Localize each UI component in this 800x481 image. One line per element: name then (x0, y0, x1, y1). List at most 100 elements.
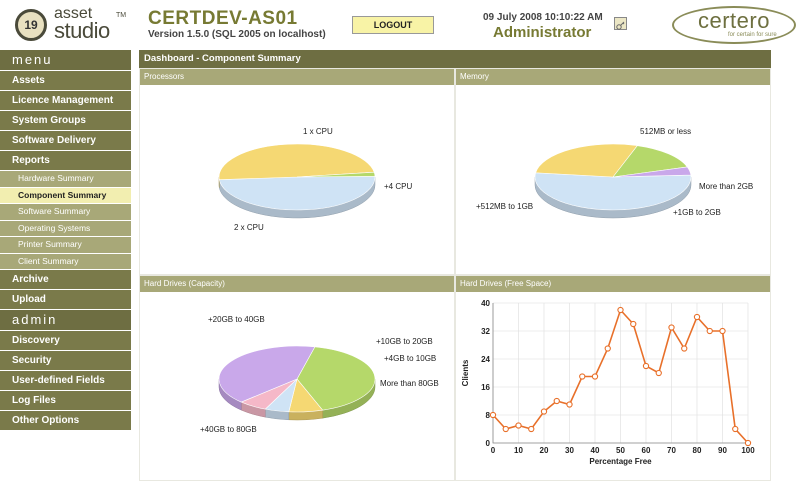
main-content: Dashboard - Component Summary Processors… (139, 50, 771, 481)
sidebar-item-software-delivery[interactable]: Software Delivery (0, 131, 131, 150)
x-tick-label: 0 (491, 446, 496, 455)
pie-label-512mb-or-less: 512MB or less (640, 127, 691, 136)
data-point[interactable] (642, 362, 650, 370)
data-point[interactable] (732, 425, 739, 433)
y-tick-label: 24 (481, 355, 490, 364)
pie-slice-512mb-to-1gb[interactable] (535, 143, 638, 178)
logo-badge: 19 (15, 9, 47, 41)
admin-heading: admin (0, 310, 131, 330)
certero-brand: certero (698, 8, 770, 33)
data-point[interactable] (540, 408, 548, 415)
x-tick-label: 100 (741, 446, 755, 455)
data-point[interactable] (528, 425, 535, 433)
current-user: Administrator (493, 24, 592, 41)
data-point[interactable] (630, 320, 637, 328)
pie-label-40gb-to-80gb: +40GB to 80GB (200, 425, 257, 434)
pie-label-4-cpu: +4 CPU (384, 182, 412, 191)
x-tick-label: 90 (718, 446, 727, 455)
y-tick-label: 0 (486, 439, 491, 448)
pie-slice-40gb-to-80gb[interactable] (218, 345, 316, 403)
certero-logo[interactable]: certero for certain for sure (672, 6, 796, 44)
asset-studio-logo[interactable]: 19 asset studio TM (8, 6, 128, 44)
sidebar-item-security[interactable]: Security (0, 351, 131, 370)
chart-axes (492, 303, 748, 444)
data-point[interactable] (668, 324, 675, 331)
x-tick-label: 50 (616, 446, 625, 455)
pie-label-more-than-80gb: More than 80GB (380, 379, 439, 388)
sidebar-subitem-hardware-summary[interactable]: Hardware Summary (0, 171, 131, 187)
sidebar-item-system-groups[interactable]: System Groups (0, 111, 131, 130)
sidebar-item-user-defined-fields[interactable]: User-defined Fields (0, 371, 131, 390)
sidebar-item-licence-management[interactable]: Licence Management (0, 91, 131, 110)
pie-slice-more-than-2gb[interactable] (612, 166, 692, 178)
sidebar: menu Assets Licence Management System Gr… (0, 50, 131, 481)
logo-text-top: asset (54, 5, 93, 22)
memory-panel-title: Memory (456, 69, 770, 85)
x-tick-label: 30 (565, 446, 574, 455)
data-point[interactable] (706, 327, 713, 335)
pie-slice-1-x-cpu[interactable] (218, 176, 376, 211)
server-version: Version 1.5.0 (SQL 2005 on localhost) (148, 29, 326, 40)
sidebar-subitem-operating-systems[interactable]: Operating Systems (0, 220, 131, 236)
sidebar-item-upload[interactable]: Upload (0, 290, 131, 309)
pie-label-512mb-to-1gb: +512MB to 1GB (476, 202, 533, 211)
hd-free-panel: Hard Drives (Free Space) 0 10 20 30 40 50 60 70… (455, 275, 771, 481)
x-tick-label: 20 (540, 446, 549, 455)
sidebar-item-reports[interactable]: Reports (0, 151, 131, 170)
logo-text-bottom: studio (54, 18, 110, 43)
pie-slice-4-cpu[interactable] (296, 171, 376, 178)
memory-panel: Memory 512MB or less +512MB to 1GB +1GB to… (455, 68, 771, 275)
data-point[interactable] (515, 422, 522, 429)
logo-trademark: TM (116, 12, 127, 19)
menu-heading: menu (0, 50, 131, 70)
data-point[interactable] (617, 306, 624, 314)
key-icon[interactable] (614, 17, 627, 30)
data-point[interactable] (502, 425, 509, 433)
x-tick-label: 40 (591, 446, 600, 455)
data-point[interactable] (591, 373, 599, 380)
x-tick-label: 10 (514, 446, 523, 455)
logout-button[interactable]: LOGOUT (352, 16, 434, 34)
pie-label-1-x-cpu: 1 x CPU (303, 127, 333, 136)
pie-label-10gb-to-20gb: +10GB to 20GB (376, 337, 433, 346)
sidebar-item-assets[interactable]: Assets (0, 71, 131, 90)
server-name: CERTDEV-AS01 (148, 8, 298, 29)
pie-slice-20gb-to-40gb[interactable] (296, 346, 376, 411)
pie-slice-2-x-cpu[interactable] (218, 143, 375, 181)
data-point[interactable] (604, 345, 611, 352)
pie-label-4gb-to-10gb: +4GB to 10GB (384, 354, 436, 363)
sidebar-subitem-component-summary[interactable]: Component Summary (0, 187, 131, 203)
processors-pie-chart: 1 x CPU 2 x CPU +4 CPU (218, 127, 412, 232)
current-datetime: 09 July 2008 10:10:22 AM (483, 12, 603, 23)
certero-tagline: for certain for sure (728, 32, 777, 38)
pie-slice-512mb-or-less[interactable] (534, 172, 692, 211)
data-point[interactable] (566, 401, 573, 408)
data-point[interactable] (693, 313, 701, 321)
sidebar-item-log-files[interactable]: Log Files (0, 391, 131, 410)
data-point[interactable] (489, 411, 497, 419)
sidebar-subitem-client-summary[interactable]: Client Summary (0, 253, 131, 269)
sidebar-item-archive[interactable]: Archive (0, 270, 131, 289)
sidebar-subitem-printer-summary[interactable]: Printer Summary (0, 237, 131, 253)
pie-label-1gb-to-2gb: +1GB to 2GB (673, 208, 721, 217)
data-point[interactable] (553, 397, 560, 405)
data-point[interactable] (579, 373, 586, 380)
data-point[interactable] (744, 439, 752, 447)
y-tick-label: 8 (486, 411, 491, 420)
data-point[interactable] (681, 345, 688, 352)
processors-panel-title: Processors (140, 69, 454, 85)
hd-capacity-pie-chart: +20GB to 40GB +10GB to 20GB +4GB to 10GB Mo… (200, 315, 439, 434)
sidebar-item-discovery[interactable]: Discovery (0, 331, 131, 350)
hd-free-line-chart: 0 10 20 30 40 50 60 70 80 90 100 0 8 16 24 32 40 Percenta… (461, 299, 755, 466)
y-tick-label: 40 (481, 299, 490, 308)
data-point[interactable] (719, 327, 726, 335)
hd-capacity-panel-title: Hard Drives (Capacity) (140, 276, 454, 292)
sidebar-subitem-software-summary[interactable]: Software Summary (0, 204, 131, 220)
data-point[interactable] (655, 369, 662, 377)
page-title: Dashboard - Component Summary (139, 50, 771, 68)
pie-label-more-than-2gb: More than 2GB (699, 182, 753, 191)
sidebar-item-other-options[interactable]: Other Options (0, 411, 131, 430)
y-axis-label: Clients (461, 359, 470, 386)
memory-pie-chart: 512MB or less +512MB to 1GB +1GB to 2GB Mor… (476, 127, 753, 219)
pie-label-2-x-cpu: 2 x CPU (234, 223, 264, 232)
